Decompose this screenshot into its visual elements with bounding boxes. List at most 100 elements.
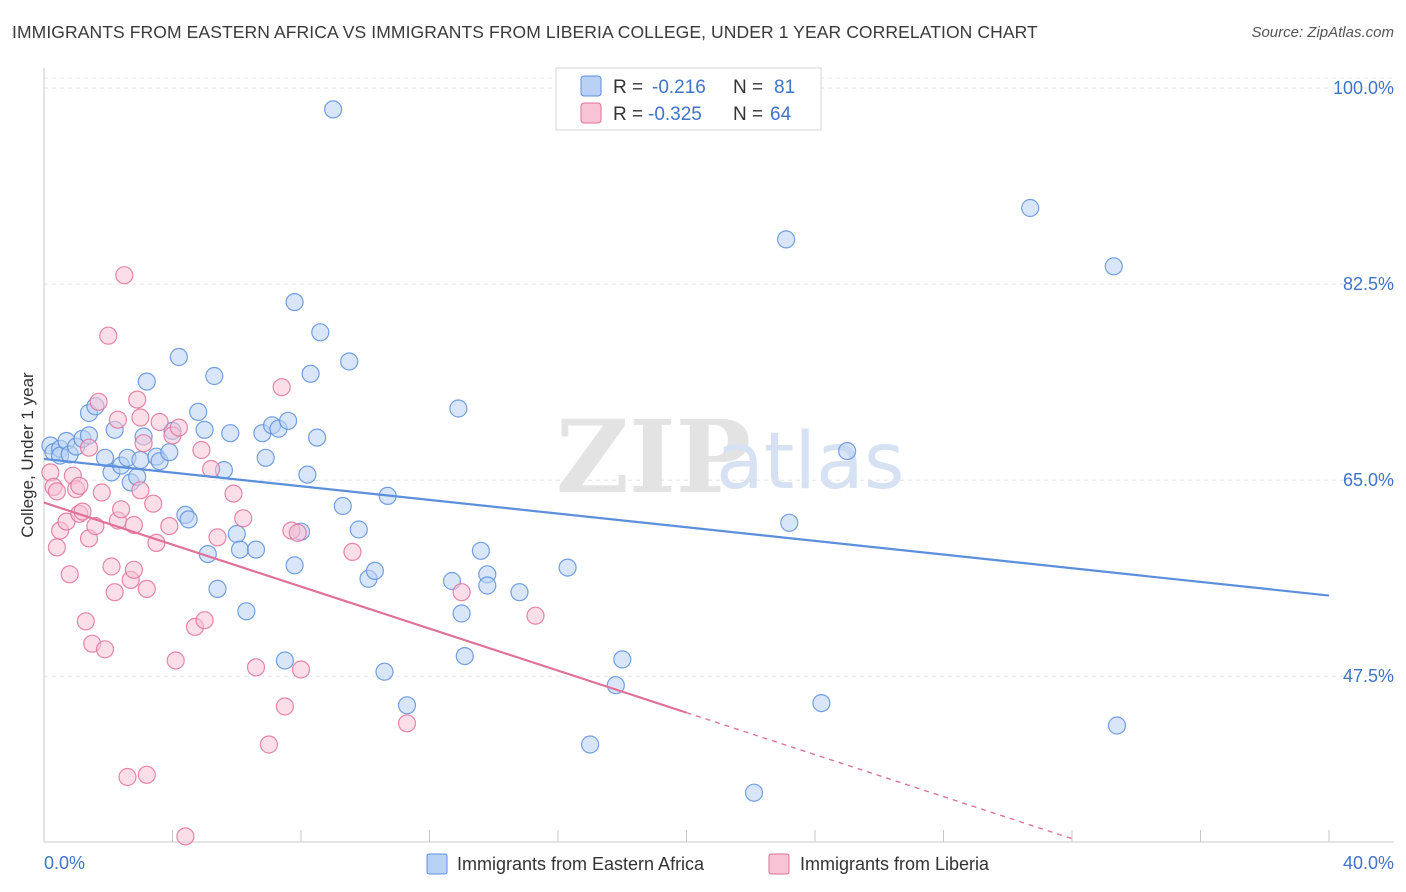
point-liberia-6 bbox=[60, 565, 79, 584]
point-liberia-36 bbox=[137, 765, 156, 784]
point-eastern-africa-44 bbox=[279, 411, 298, 430]
point-liberia-61 bbox=[452, 583, 471, 602]
legend-n-label-1: N = bbox=[733, 77, 763, 98]
point-eastern-africa-25 bbox=[169, 347, 188, 367]
point-eastern-africa-50 bbox=[311, 323, 330, 342]
bottom-legend-swatch-liberia bbox=[768, 853, 790, 875]
point-eastern-africa-70 bbox=[580, 735, 600, 754]
point-liberia-37 bbox=[144, 494, 163, 513]
point-liberia-44 bbox=[176, 827, 195, 846]
point-eastern-africa-45 bbox=[285, 556, 304, 575]
point-eastern-africa-60 bbox=[397, 696, 417, 715]
point-liberia-2 bbox=[47, 482, 67, 501]
point-liberia-23 bbox=[108, 410, 128, 429]
point-liberia-20 bbox=[99, 326, 118, 345]
bottom-legend-swatch-eastern-africa bbox=[426, 853, 448, 875]
legend-swatch-liberia bbox=[580, 102, 602, 124]
point-eastern-africa-29 bbox=[195, 420, 214, 439]
point-eastern-africa-77 bbox=[837, 442, 857, 461]
legend-swatch-eastern-africa bbox=[580, 75, 602, 97]
point-eastern-africa-79 bbox=[1104, 257, 1123, 276]
point-liberia-48 bbox=[202, 459, 221, 479]
legend-r-value-1: -0.216 bbox=[652, 77, 706, 98]
point-liberia-47 bbox=[195, 611, 214, 630]
point-liberia-31 bbox=[128, 390, 147, 409]
point-eastern-africa-71 bbox=[606, 676, 625, 695]
y-tick-label: 82.5% bbox=[1343, 274, 1394, 294]
point-liberia-26 bbox=[115, 266, 134, 285]
point-eastern-africa-54 bbox=[340, 352, 359, 371]
point-eastern-africa-53 bbox=[333, 496, 352, 516]
point-liberia-55 bbox=[275, 697, 294, 716]
point-eastern-africa-40 bbox=[256, 448, 275, 467]
point-eastern-africa-75 bbox=[780, 513, 799, 532]
point-liberia-40 bbox=[160, 516, 179, 536]
point-eastern-africa-46 bbox=[285, 293, 304, 312]
series-legend: Immigrants from Eastern Africa Immigrant… bbox=[426, 853, 990, 875]
point-eastern-africa-76 bbox=[812, 693, 831, 713]
point-eastern-africa-18 bbox=[131, 450, 150, 470]
trend-line-eastern-africa bbox=[43, 457, 1330, 597]
point-liberia-46 bbox=[192, 440, 211, 460]
point-eastern-africa-31 bbox=[205, 366, 224, 386]
point-eastern-africa-36 bbox=[230, 540, 250, 559]
point-eastern-africa-80 bbox=[1107, 716, 1127, 735]
point-liberia-34 bbox=[134, 434, 153, 453]
point-eastern-africa-32 bbox=[208, 579, 227, 599]
point-eastern-africa-43 bbox=[275, 651, 294, 670]
point-liberia-53 bbox=[259, 735, 278, 754]
point-liberia-25 bbox=[111, 500, 131, 519]
legend-r-label-2: R = bbox=[613, 104, 643, 125]
point-eastern-africa-52 bbox=[324, 100, 343, 119]
point-liberia-60 bbox=[397, 714, 417, 733]
point-liberia-21 bbox=[102, 557, 121, 576]
point-eastern-africa-65 bbox=[471, 541, 490, 560]
trend-lines bbox=[43, 457, 1330, 840]
point-eastern-africa-62 bbox=[449, 399, 468, 418]
x-tick-labels: 0.0% 40.0% bbox=[44, 853, 1394, 873]
point-eastern-africa-74 bbox=[776, 230, 796, 249]
point-eastern-africa-73 bbox=[744, 783, 764, 802]
point-liberia-33 bbox=[131, 408, 150, 427]
point-eastern-africa-78 bbox=[1021, 198, 1040, 218]
watermark-atlas: atlas bbox=[716, 417, 905, 507]
point-liberia-52 bbox=[246, 658, 266, 677]
trend-line-liberia-solid bbox=[43, 501, 687, 714]
point-liberia-27 bbox=[118, 767, 137, 787]
point-liberia-39 bbox=[150, 412, 169, 432]
point-eastern-africa-49 bbox=[301, 364, 320, 383]
legend-n-value-2: 64 bbox=[770, 104, 792, 125]
point-eastern-africa-64 bbox=[455, 646, 474, 666]
x-tick-label-max: 40.0% bbox=[1343, 853, 1394, 873]
point-liberia-35 bbox=[137, 579, 156, 599]
point-liberia-9 bbox=[70, 476, 89, 495]
point-eastern-africa-67 bbox=[478, 576, 497, 595]
point-eastern-africa-35 bbox=[227, 524, 246, 544]
point-liberia-29 bbox=[124, 515, 143, 535]
point-eastern-africa-48 bbox=[298, 465, 317, 484]
y-tick-label: 100.0% bbox=[1333, 78, 1394, 98]
point-liberia-62 bbox=[526, 606, 545, 625]
point-eastern-africa-37 bbox=[237, 602, 256, 621]
point-liberia-58 bbox=[291, 660, 311, 679]
chart-source: Source: ZipAtlas.com bbox=[1251, 24, 1394, 41]
point-liberia-49 bbox=[208, 528, 227, 547]
legend-r-value-2: -0.325 bbox=[648, 104, 702, 125]
y-axis-label: College, Under 1 year bbox=[18, 372, 37, 538]
point-eastern-africa-34 bbox=[221, 424, 240, 443]
stats-legend: R = -0.216 N = 81 R = -0.325 N = 64 bbox=[555, 67, 822, 131]
y-tick-labels: 100.0% 82.5% 65.0% 47.5% bbox=[1333, 78, 1394, 686]
point-eastern-africa-20 bbox=[137, 372, 156, 391]
point-eastern-africa-58 bbox=[375, 662, 394, 681]
point-eastern-africa-55 bbox=[349, 520, 368, 539]
point-liberia-50 bbox=[224, 484, 243, 503]
trend-line-liberia-dashed bbox=[686, 711, 1073, 840]
bottom-legend-label-liberia: Immigrants from Liberia bbox=[800, 854, 990, 874]
y-tick-label: 65.0% bbox=[1343, 470, 1394, 490]
point-liberia-42 bbox=[166, 651, 185, 670]
point-liberia-30 bbox=[124, 560, 143, 579]
point-liberia-19 bbox=[95, 640, 115, 659]
point-eastern-africa-63 bbox=[452, 604, 471, 623]
bottom-legend-label-eastern-africa: Immigrants from Eastern Africa bbox=[457, 854, 705, 874]
